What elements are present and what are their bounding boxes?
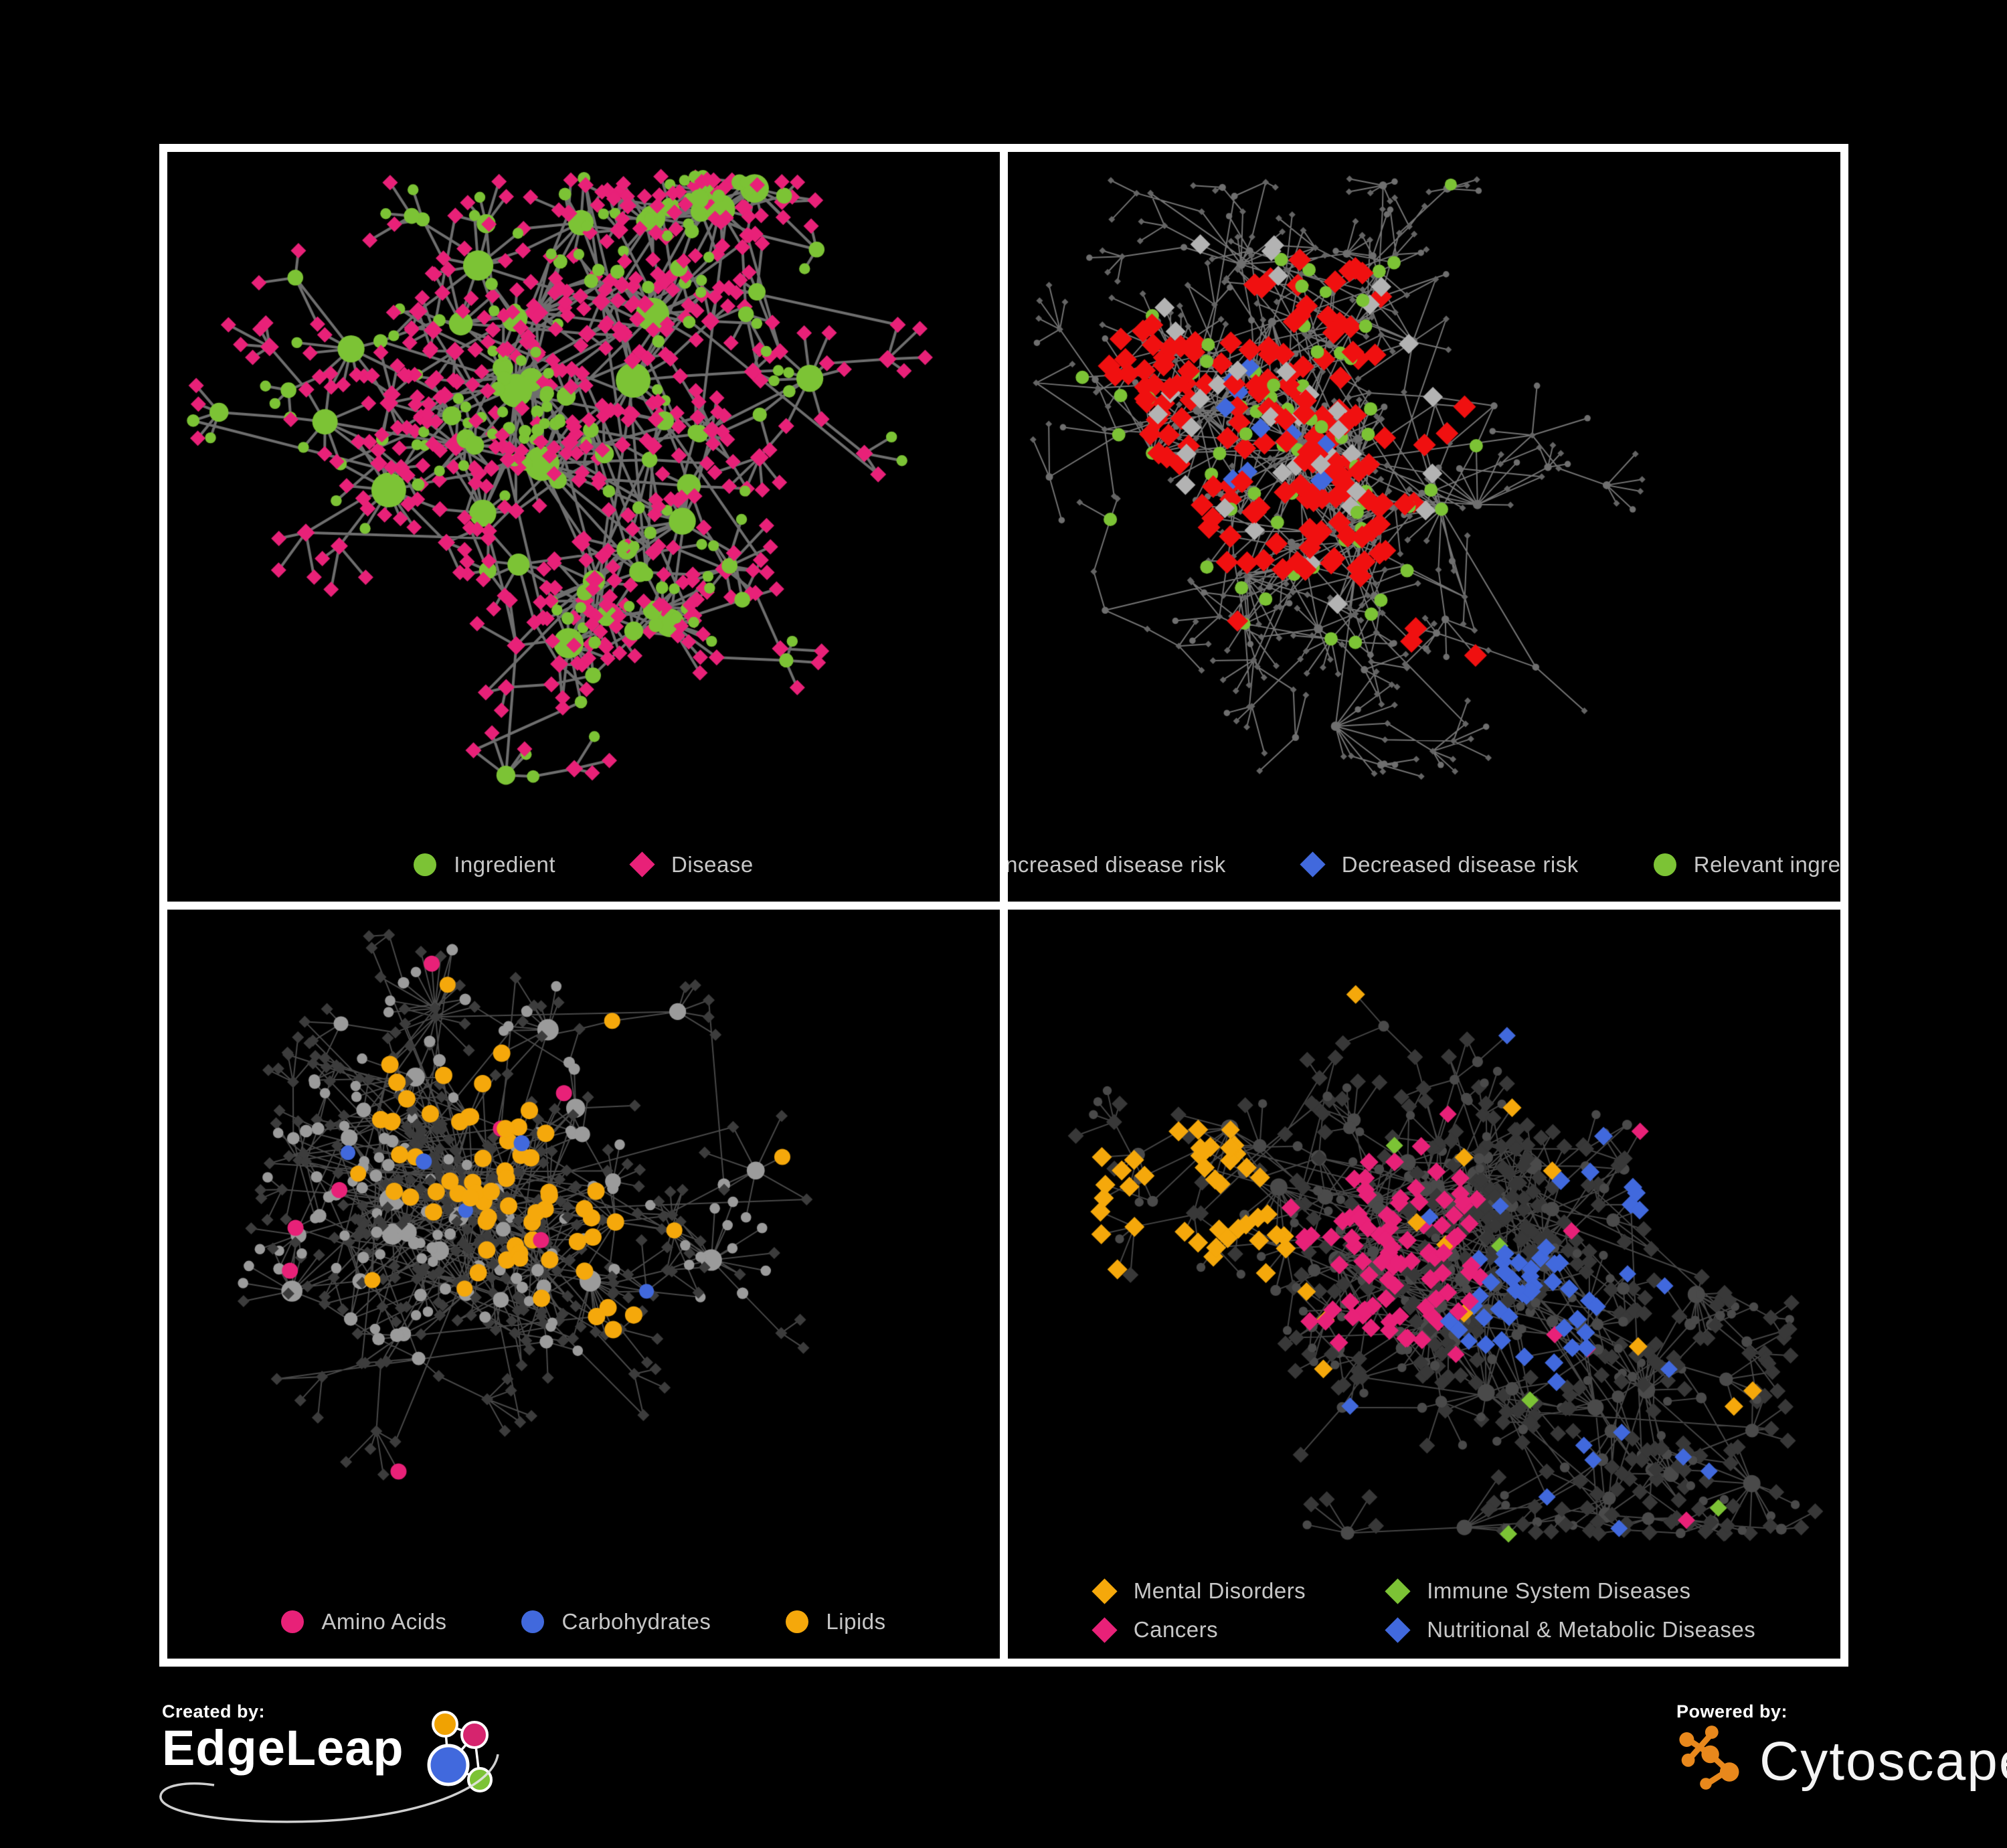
legend-label: Relevant ingredient: [1693, 851, 1840, 877]
legend-item: Amino Acids: [281, 1609, 446, 1634]
panel-disease-risk: Increased disease risk Decreased disease …: [1008, 152, 1840, 902]
legend-label: Nutritional & Metabolic Diseases: [1427, 1617, 1756, 1642]
cytoscape-credit: Powered by: Cytoscape: [1676, 1701, 2007, 1798]
disease-categories-legend: Mental Disorders Cancers Immune System Dis…: [1008, 1578, 1840, 1643]
legend-item: Nutritional & Metabolic Diseases: [1385, 1616, 1756, 1643]
ingredient-disease-network-canvas: [167, 152, 1000, 902]
macronutrients-network-canvas: [167, 909, 1000, 1659]
legend-label: Cancers: [1133, 1617, 1219, 1642]
legend-marker-circle: [786, 1610, 809, 1633]
legend-marker-diamond: [1092, 1616, 1118, 1643]
legend-label: Disease: [671, 851, 754, 877]
legend-label: Amino Acids: [321, 1609, 447, 1634]
cytoscape-icon: [1679, 1726, 1739, 1790]
edgeleap-lockup: EdgeLeap: [159, 1711, 501, 1823]
legend-item: Immune System Diseases: [1385, 1578, 1755, 1604]
legend-marker-diamond: [1385, 1578, 1411, 1604]
edgeleap-network-icon: [427, 1711, 493, 1792]
legend-marker-diamond: [629, 851, 655, 877]
edgeleap-credit: Created by: EdgeLeap: [159, 1701, 501, 1823]
legend-label: Ingredient: [454, 851, 556, 877]
legend-item: Disease: [629, 851, 754, 877]
legend-label: Decreased disease risk: [1341, 851, 1579, 877]
legend-item: Carbohydrates: [521, 1609, 711, 1634]
panel-macronutrients: Amino Acids Carbohydrates Lipids: [167, 909, 1000, 1659]
created-by-label: Created by:: [162, 1701, 266, 1721]
legend-marker-diamond: [1385, 1616, 1411, 1643]
disease-risk-legend: Increased disease risk Decreased disease …: [1008, 851, 1840, 877]
legend-item: Cancers: [1092, 1616, 1306, 1643]
legend-marker-diamond: [1092, 1578, 1118, 1604]
network-grid: Ingredient Disease Increased disease risk…: [159, 144, 1848, 1667]
legend-item: Mental Disorders: [1092, 1578, 1306, 1604]
panel-disease-categories: Mental Disorders Cancers Immune System Dis…: [1008, 909, 1840, 1659]
legend-label: Mental Disorders: [1133, 1578, 1306, 1603]
legend-marker-circle: [521, 1610, 545, 1633]
legend-item: Ingredient: [414, 852, 555, 877]
legend-label: Immune System Diseases: [1427, 1578, 1691, 1603]
ingredient-disease-legend: Ingredient Disease: [167, 851, 1000, 877]
cytoscape-lockup: Cytoscape: [1676, 1725, 2007, 1798]
cytoscape-wordmark: Cytoscape: [1759, 1731, 2007, 1792]
disease-risk-network-canvas: [1008, 152, 1840, 902]
macronutrients-legend: Amino Acids Carbohydrates Lipids: [167, 1609, 1000, 1634]
disease-categories-network-canvas: [1008, 909, 1840, 1659]
panel-ingredient-disease: Ingredient Disease: [167, 152, 1000, 902]
legend-label: Increased disease risk: [1008, 851, 1226, 877]
powered-by-label: Powered by:: [1676, 1701, 1788, 1721]
legend-label: Carbohydrates: [561, 1609, 711, 1634]
legend-item: Decreased disease risk: [1300, 851, 1579, 877]
legend-label: Lipids: [826, 1609, 886, 1634]
edgeleap-wordmark: EdgeLeap: [162, 1720, 404, 1776]
legend-marker-circle: [414, 853, 437, 876]
legend-marker-diamond: [1300, 851, 1326, 877]
legend-marker-circle: [281, 1610, 304, 1633]
legend-item: Relevant ingredient: [1653, 851, 1840, 877]
legend-item: Lipids: [786, 1609, 885, 1634]
legend-item: Increased disease risk: [1008, 852, 1226, 877]
legend-marker-circle: [1653, 853, 1676, 876]
